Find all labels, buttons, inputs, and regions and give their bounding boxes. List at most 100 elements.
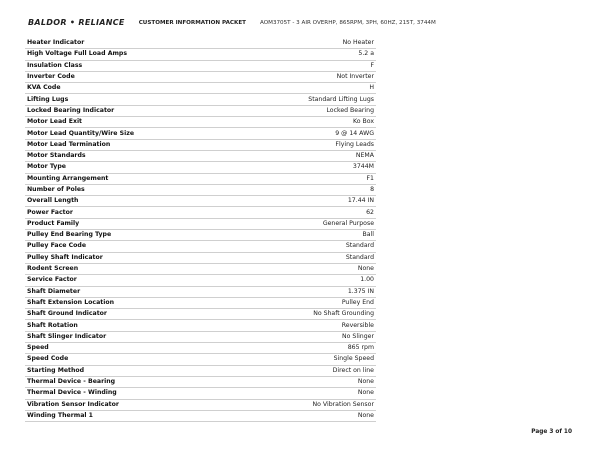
spec-label: Rodent Screen xyxy=(25,263,241,276)
spec-label: Thermal Device - Winding xyxy=(25,387,241,400)
spec-label: Shaft Slinger Indicator xyxy=(25,331,241,344)
document-title: CUSTOMER INFORMATION PACKET xyxy=(138,19,246,26)
spec-label: Product Family xyxy=(25,218,241,231)
spec-label: Inverter Code xyxy=(25,71,241,84)
spec-value: 62 xyxy=(240,206,376,219)
brand-logo: BALDOR • RELIANCE xyxy=(28,18,125,27)
spec-label: Number of Poles xyxy=(25,184,241,197)
spec-value: H xyxy=(240,82,376,95)
table-row: Winding Thermal 1 None xyxy=(25,410,376,423)
table-row: Motor Lead Quantity/Wire Size 9 @ 14 AWG xyxy=(25,127,376,140)
spec-value: None xyxy=(240,263,376,276)
spec-table: Heater Indicator No Heater High Voltage Fu… xyxy=(25,38,376,423)
spec-value: Locked Bearing xyxy=(240,105,376,118)
table-row: High Voltage Full Load Amps 5.2 a xyxy=(25,48,376,61)
spec-label: Thermal Device - Bearing xyxy=(25,376,241,389)
spec-label: Shaft Diameter xyxy=(25,286,241,298)
spec-label: Speed xyxy=(25,342,241,355)
spec-value: Ko Box xyxy=(240,116,376,129)
spec-value: No Vibration Sensor xyxy=(240,399,376,411)
table-row: Motor Standards NEMA xyxy=(25,150,376,163)
table-row: Number of Poles 8 xyxy=(25,184,376,197)
spec-label: Shaft Extension Location xyxy=(25,297,241,310)
spec-value: Standard Lifting Lugs xyxy=(240,93,376,106)
table-row: Locked Bearing Indicator Locked Bearing xyxy=(25,105,376,118)
spec-label: Overall Length xyxy=(25,195,241,208)
table-row: Vibration Sensor Indicator No Vibration S… xyxy=(25,399,376,411)
table-row: Shaft Diameter 1.375 IN xyxy=(25,286,376,298)
spec-value: Flying Leads xyxy=(240,139,376,151)
spec-value: Not Inverter xyxy=(240,71,376,84)
table-row: Heater Indicator No Heater xyxy=(25,38,376,50)
table-row: Motor Lead Termination Flying Leads xyxy=(25,139,376,151)
spec-label: Pulley Face Code xyxy=(25,240,241,253)
spec-label: Vibration Sensor Indicator xyxy=(25,399,241,411)
model-description: AOM3705T - 3 AIR OVERHP, 865RPM, 3PH, 60… xyxy=(259,19,436,26)
table-row: Thermal Device - Winding None xyxy=(25,387,376,400)
spec-value: 5.2 a xyxy=(240,48,376,61)
table-row: Inverter Code Not Inverter xyxy=(25,71,376,84)
spec-value: NEMA xyxy=(240,150,376,163)
spec-label: Motor Lead Termination xyxy=(25,139,241,151)
spec-label: Speed Code xyxy=(25,353,241,366)
table-row: Speed 865 rpm xyxy=(25,342,376,355)
spec-value: Reversible xyxy=(240,319,376,332)
table-row: Thermal Device - Bearing None xyxy=(25,376,376,389)
table-row: Shaft Rotation Reversible xyxy=(25,319,376,332)
spec-label: Shaft Rotation xyxy=(25,319,241,332)
spec-value: None xyxy=(240,410,376,423)
table-row: Shaft Ground Indicator No Shaft Grounding xyxy=(25,308,376,321)
spec-value: General Purpose xyxy=(240,218,376,231)
table-row: Speed Code Single Speed xyxy=(25,353,376,366)
table-row: Pulley Shaft Indicator Standard xyxy=(25,252,376,264)
table-row: Power Factor 62 xyxy=(25,206,376,219)
spec-label: High Voltage Full Load Amps xyxy=(25,48,241,61)
table-row: Insulation Class F xyxy=(25,60,376,72)
spec-label: Mounting Arrangement xyxy=(25,173,241,185)
spec-label: Motor Standards xyxy=(25,150,241,163)
page-number: Page 3 of 10 xyxy=(531,429,572,435)
spec-value: F xyxy=(240,60,376,72)
spec-value: 865 rpm xyxy=(240,342,376,355)
table-row: Rodent Screen None xyxy=(25,263,376,276)
table-row: Shaft Slinger Indicator No Slinger xyxy=(25,331,376,344)
spec-label: Insulation Class xyxy=(25,60,241,72)
spec-label: Motor Lead Quantity/Wire Size xyxy=(25,127,241,140)
table-row: Service Factor 1.00 xyxy=(25,274,376,287)
spec-value: 9 @ 14 AWG xyxy=(240,127,376,140)
table-row: Overall Length 17.44 IN xyxy=(25,195,376,208)
table-row: Shaft Extension Location Pulley End xyxy=(25,297,376,310)
table-row: Mounting Arrangement F1 xyxy=(25,173,376,185)
table-row: Motor Type 3744M xyxy=(25,161,376,174)
spec-label: Starting Method xyxy=(25,365,241,377)
spec-value: Standard xyxy=(240,252,376,264)
spec-value: 17.44 IN xyxy=(240,195,376,208)
table-row: Lifting Lugs Standard Lifting Lugs xyxy=(25,93,376,106)
spec-value: None xyxy=(240,376,376,389)
spec-label: Motor Lead Exit xyxy=(25,116,241,129)
spec-label: Shaft Ground Indicator xyxy=(25,308,241,321)
spec-value: 1.375 IN xyxy=(240,286,376,298)
spec-label: Service Factor xyxy=(25,274,241,287)
spec-value: No Heater xyxy=(240,38,376,50)
spec-value: Single Speed xyxy=(240,353,376,366)
table-row: Motor Lead Exit Ko Box xyxy=(25,116,376,129)
page-header: BALDOR • RELIANCE CUSTOMER INFORMATION P… xyxy=(28,18,436,27)
spec-value: None xyxy=(240,387,376,400)
spec-value: 1.00 xyxy=(240,274,376,287)
table-row: Product Family General Purpose xyxy=(25,218,376,231)
spec-value: 8 xyxy=(240,184,376,197)
spec-value: Ball xyxy=(240,229,376,242)
spec-label: Winding Thermal 1 xyxy=(25,410,241,423)
spec-value: F1 xyxy=(240,173,376,185)
table-row: Pulley Face Code Standard xyxy=(25,240,376,253)
table-row: Pulley End Bearing Type Ball xyxy=(25,229,376,242)
spec-label: Lifting Lugs xyxy=(25,93,241,106)
spec-value: Standard xyxy=(240,240,376,253)
spec-value: Pulley End xyxy=(240,297,376,310)
spec-label: Locked Bearing Indicator xyxy=(25,105,241,118)
spec-label: Heater Indicator xyxy=(25,38,241,50)
spec-value: Direct on line xyxy=(240,365,376,377)
spec-label: Power Factor xyxy=(25,206,241,219)
table-row: KVA Code H xyxy=(25,82,376,95)
